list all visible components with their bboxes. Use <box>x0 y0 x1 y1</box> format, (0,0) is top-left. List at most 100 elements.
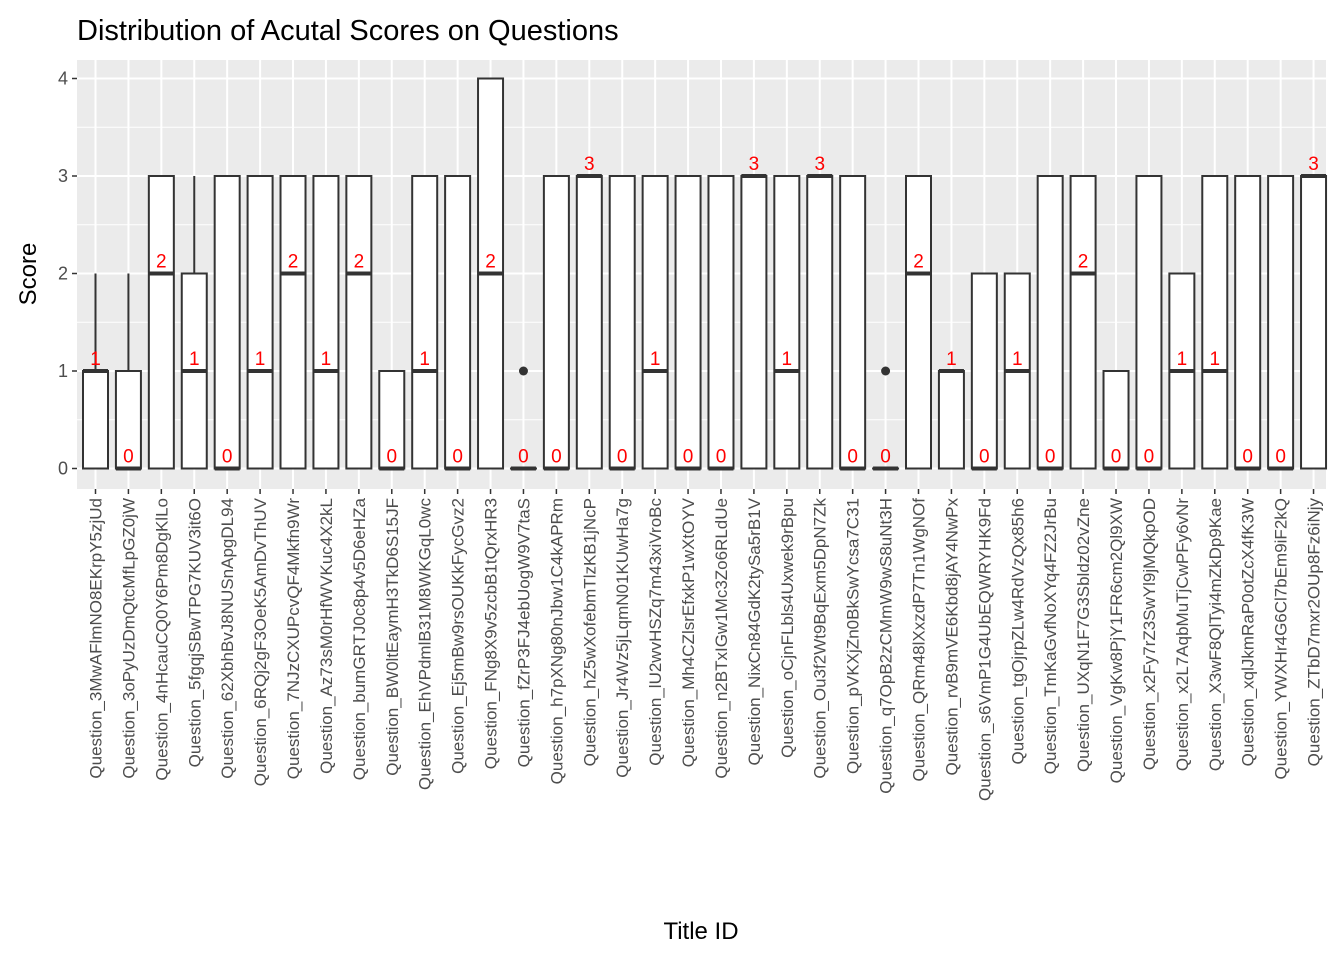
box-19 <box>708 176 733 469</box>
median-label: 0 <box>716 447 727 468</box>
box-29 <box>1038 176 1063 469</box>
box-34 <box>1202 176 1227 469</box>
box-body <box>346 176 371 469</box>
median-label: 0 <box>1275 447 1286 468</box>
box-8 <box>346 176 371 469</box>
box-32 <box>1136 176 1161 469</box>
box-36 <box>1268 176 1293 469</box>
box-body <box>610 176 635 469</box>
x-tick-label: Question_Az73sM0rHfWVKuc4X2kL <box>317 498 336 774</box>
box-12 <box>478 79 503 469</box>
median-label: 1 <box>946 349 957 370</box>
median-label: 0 <box>386 447 397 468</box>
x-tick-label: Question_pVKXjZn0BkSwYcsa7C31 <box>844 498 863 774</box>
box-37 <box>1301 176 1326 469</box>
box-23 <box>840 176 865 469</box>
box-body <box>807 176 832 469</box>
box-body <box>577 176 602 469</box>
x-tick-label: Question_hZ5wXofebmTlzKB1jNcP <box>580 498 599 766</box>
x-tick-label: Question_5fgqjSBwTPG7KUV3it6O <box>185 498 204 767</box>
box-body <box>1235 176 1260 469</box>
box-body <box>412 176 437 469</box>
x-tick-label: Question_X3wF8QlTyi4mZkDp9Kae <box>1206 498 1225 771</box>
x-tick-label: Question_QRm48lXxzdP7Tn1WgNOf <box>910 498 929 782</box>
median-label: 2 <box>1078 252 1089 273</box>
median-label: 0 <box>880 447 891 468</box>
x-tick-label: Question_xqlJkmRaP0otZcX4fK3W <box>1239 498 1258 766</box>
box-body <box>281 176 306 469</box>
median-label: 2 <box>913 252 924 273</box>
median-label: 0 <box>979 447 990 468</box>
x-tick-label: Question_ZTbD7mxr2OUp8Fz6iNjy <box>1305 498 1324 767</box>
box-body <box>1268 176 1293 469</box>
box-body <box>445 176 470 469</box>
y-tick-label: 2 <box>58 264 68 284</box>
box-body <box>939 371 964 469</box>
box-6 <box>281 176 306 469</box>
median-label: 0 <box>1242 447 1253 468</box>
median-label: 0 <box>847 447 858 468</box>
box-35 <box>1235 176 1260 469</box>
x-tick-label: Question_VgKw8PjY1FR6cm2Ql9XW <box>1107 498 1126 783</box>
x-tick-label: Question_TmKaGvfNoXYq4FZ2JrBu <box>1041 498 1060 774</box>
outlier-point <box>881 367 890 376</box>
median-label: 1 <box>1012 349 1023 370</box>
median-label: 1 <box>650 349 661 370</box>
y-tick-label: 0 <box>58 459 68 479</box>
x-tick-label: Question_7NJzCXUPcvQF4Mkfn9Wr <box>284 498 303 780</box>
x-tick-label: Question_n2BTxIGw1Mc3Zo6RLdUe <box>712 498 731 779</box>
median-label: 2 <box>156 252 167 273</box>
box-20 <box>741 176 766 469</box>
box-body <box>708 176 733 469</box>
x-tick-label: Question_oCjnFLbls4Uxwek9rBpu <box>778 498 797 758</box>
median-label: 2 <box>288 252 299 273</box>
box-body <box>83 371 108 469</box>
box-2 <box>149 176 174 469</box>
median-label: 1 <box>1177 349 1188 370</box>
box-body <box>972 274 997 469</box>
x-tick-label: Question_UXqN1F7G3Sbldz02vZne <box>1074 498 1093 772</box>
x-tick-label: Question_6RQj2gF3OeK5AmDvThUV <box>251 497 270 786</box>
x-tick-label: Question_Jr4Wz5jLqmN01KUwHa7g <box>613 498 632 778</box>
chart-title: Distribution of Acutal Scores on Questio… <box>77 15 619 47</box>
box-28 <box>1005 274 1030 469</box>
x-tick-label: Question_x2Fy7rZ3SwYl9jMQkpOD <box>1140 498 1159 770</box>
x-tick-label: Question_h7pXNg80nJbw1C4kAPRm <box>547 498 566 784</box>
box-16 <box>610 176 635 469</box>
box-body <box>840 176 865 469</box>
box-4 <box>215 176 240 469</box>
box-15 <box>577 176 602 469</box>
box-26 <box>939 371 964 469</box>
y-tick-label: 1 <box>58 361 68 381</box>
median-label: 0 <box>1045 447 1056 468</box>
median-label: 0 <box>551 447 562 468</box>
median-label: 2 <box>485 252 496 273</box>
x-tick-label: Question_YWXHr4G6Cl7bEm9iF2kQ <box>1272 498 1291 780</box>
box-body <box>215 176 240 469</box>
x-tick-label: Question_BW0ltEaymH3TkD6S15JF <box>383 498 402 776</box>
y-tick-label: 3 <box>58 166 68 186</box>
box-body <box>1202 176 1227 469</box>
box-33 <box>1169 274 1194 469</box>
median-label: 1 <box>321 349 332 370</box>
x-tick-label: Question_Mh4CZlsrEfxkP1wXtOYV <box>679 497 698 767</box>
y-tick-label: 4 <box>58 69 68 89</box>
box-body <box>544 176 569 469</box>
box-10 <box>412 176 437 469</box>
box-body <box>149 176 174 469</box>
x-tick-label: Question_bumGRTJ0c8p4v5D6eHZa <box>350 497 369 780</box>
median-label: 2 <box>354 252 365 273</box>
x-tick-label: Question_q7OpB2zCMmW9wS8uNt3H <box>877 498 896 794</box>
x-tick-label: Question_fZrP3FJ4ebUogW9V7taS <box>514 498 533 767</box>
y-axis-title: Score <box>15 243 42 306</box>
x-tick-label: Question_NixCn84GdK2tySa5rB1V <box>745 497 764 765</box>
box-14 <box>544 176 569 469</box>
median-label: 1 <box>90 349 101 370</box>
median-label: 0 <box>123 447 134 468</box>
box-7 <box>313 176 338 469</box>
box-body <box>248 176 273 469</box>
x-tick-label: Question_x2L7AqbMuTjCwPFy6vNr <box>1173 498 1192 771</box>
median-label: 0 <box>452 447 463 468</box>
